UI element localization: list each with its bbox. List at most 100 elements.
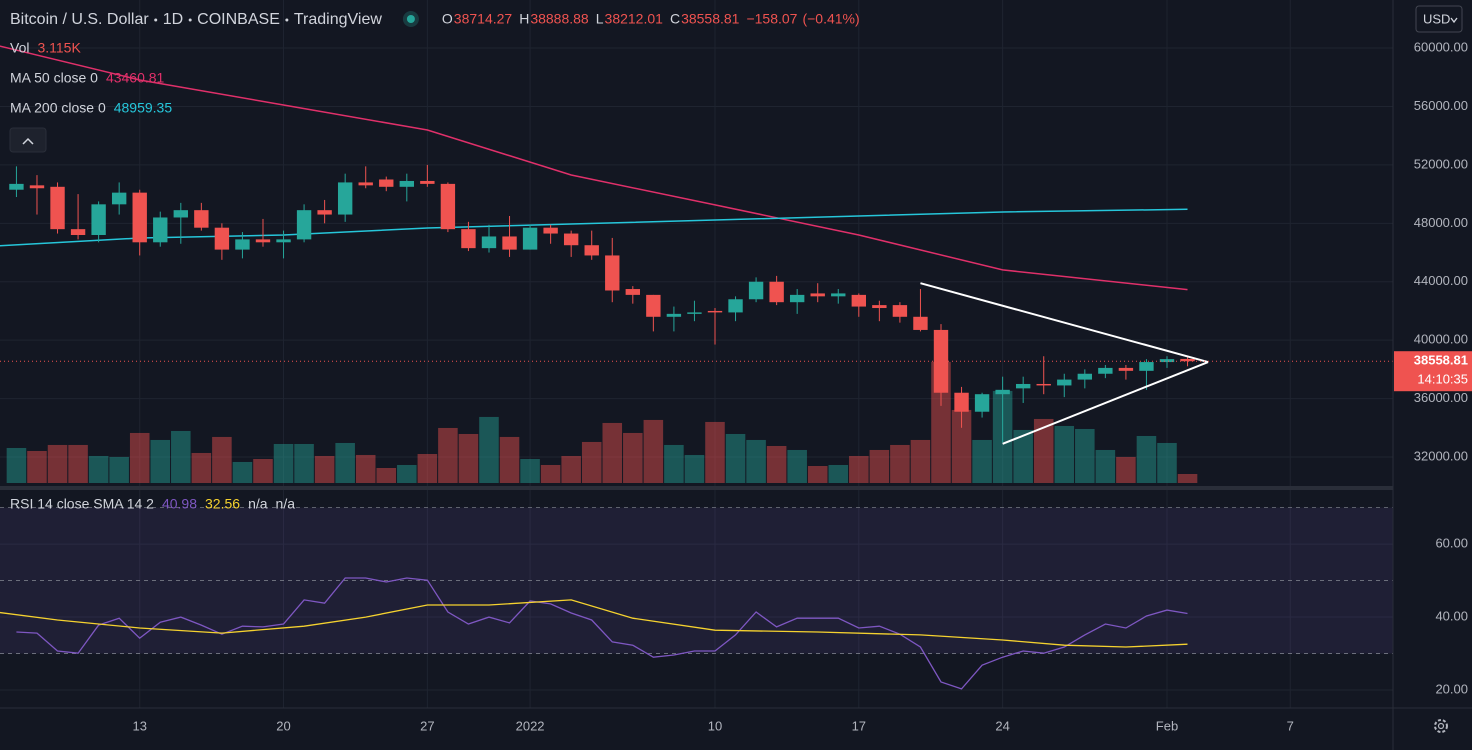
volume-bar (417, 453, 438, 483)
volume-bar (479, 416, 499, 483)
candle-body (563, 233, 579, 246)
ohlc-field-label: O (442, 11, 453, 27)
candle-body (502, 236, 517, 250)
candle-body (543, 227, 558, 234)
rsi-legend-na: n/a (248, 496, 268, 512)
change-pct-label: (−0.41%) (802, 11, 859, 27)
volume-bar (787, 449, 807, 483)
x-tick-label: 24 (995, 718, 1009, 733)
candle-body (974, 394, 990, 412)
interval-label: 1D (163, 11, 183, 28)
label-layer: 60000.00 56000.00 52000.00 48000.00 44000.00… (10, 11, 1472, 733)
pane-separator (0, 486, 1393, 490)
countdown-label: 14:10:35 (1417, 372, 1468, 387)
gear-hub[interactable] (1437, 722, 1445, 730)
candle-body (954, 392, 969, 412)
candle-body (379, 179, 394, 187)
candle-body (1159, 359, 1175, 363)
candle-body (50, 186, 65, 230)
x-tick-label: 10 (708, 718, 722, 733)
currency-button[interactable]: USD (1415, 5, 1463, 33)
candle-body (872, 305, 887, 309)
plot-layer (0, 45, 1393, 690)
last-price-label: 38558.81 (1414, 353, 1468, 368)
chevron-icon[interactable] (22, 137, 34, 145)
volume-bar (1013, 429, 1033, 483)
candle-body (831, 293, 846, 297)
volume-bar (397, 464, 417, 483)
volume-bar (1075, 428, 1095, 483)
candle-body (1118, 367, 1134, 371)
settings-button[interactable] (1434, 719, 1448, 733)
candle-body (748, 281, 764, 300)
y-tick-label: 40000.00 (1414, 332, 1468, 347)
y-tick-label: 60.00 (1435, 536, 1468, 551)
y-tick-label: 48000.00 (1414, 215, 1468, 230)
x-tick-label: 7 (1287, 718, 1294, 733)
ma-legend-value: 43460.81 (106, 70, 165, 86)
separator-dot (188, 18, 192, 22)
volume-bar (129, 432, 150, 483)
caret-icon[interactable] (1450, 17, 1458, 24)
ohlc-value: 38714.27 (454, 11, 513, 27)
volume-bar (27, 450, 47, 483)
candle-body (173, 210, 188, 218)
candle-body (70, 229, 86, 236)
volume-bar (314, 455, 335, 483)
candle-body (111, 192, 127, 205)
candle-body (337, 182, 353, 215)
candle-body (358, 182, 373, 186)
volume-bar (972, 439, 992, 483)
candle-body (132, 192, 147, 243)
volume-bar (109, 456, 129, 483)
volume-bar (1177, 473, 1198, 483)
ma-legend-value: 48959.35 (114, 100, 173, 116)
collapse-button[interactable] (9, 127, 47, 153)
candle-body (9, 183, 24, 190)
volume-bar (684, 454, 705, 483)
ohlc-field-label: C (670, 11, 680, 27)
candle-body (584, 245, 599, 256)
candle-body (769, 281, 784, 303)
volume-bar (664, 444, 684, 483)
candle-body (522, 227, 538, 250)
volume-bar (355, 454, 376, 483)
candle-body (666, 313, 682, 317)
candle-body (399, 180, 414, 187)
volume-legend-name: Vol (10, 40, 29, 56)
volume-bar (253, 458, 273, 483)
y-tick-label: 60000.00 (1414, 39, 1468, 54)
volume-bar (520, 458, 540, 483)
volume-bar (643, 419, 664, 483)
currency-button-bg[interactable] (1415, 5, 1463, 33)
candle-body (995, 389, 1010, 395)
candle-body (91, 204, 106, 236)
volume-bar (47, 444, 68, 483)
volume-bar (849, 455, 869, 483)
y-tick-label: 52000.00 (1414, 156, 1468, 171)
volume-bar (68, 444, 88, 483)
gear-icon[interactable] (1434, 719, 1448, 733)
volume-bar (212, 436, 232, 483)
volume-bar (725, 433, 746, 483)
ohlc-value: 38212.01 (605, 11, 664, 27)
volume-bar (705, 421, 725, 483)
y-tick-label: 32000.00 (1414, 448, 1468, 463)
volume-legend-value: 3.115K (37, 40, 81, 56)
candle-body (625, 289, 640, 295)
candle-body (461, 229, 476, 249)
volume-bar (766, 445, 787, 483)
x-tick-label: 2022 (516, 718, 545, 733)
currency-label[interactable]: USD (1423, 11, 1450, 26)
volume-bar (1095, 449, 1116, 483)
candle-body (707, 310, 723, 313)
x-tick-label: 20 (276, 718, 290, 733)
candle-body (1180, 358, 1195, 362)
market-status-dot (406, 15, 415, 23)
y-tick-label: 36000.00 (1414, 390, 1468, 405)
x-tick-label: 27 (420, 718, 434, 733)
volume-bar (88, 455, 109, 483)
candle-body (255, 239, 271, 243)
volume-bar (171, 430, 191, 483)
